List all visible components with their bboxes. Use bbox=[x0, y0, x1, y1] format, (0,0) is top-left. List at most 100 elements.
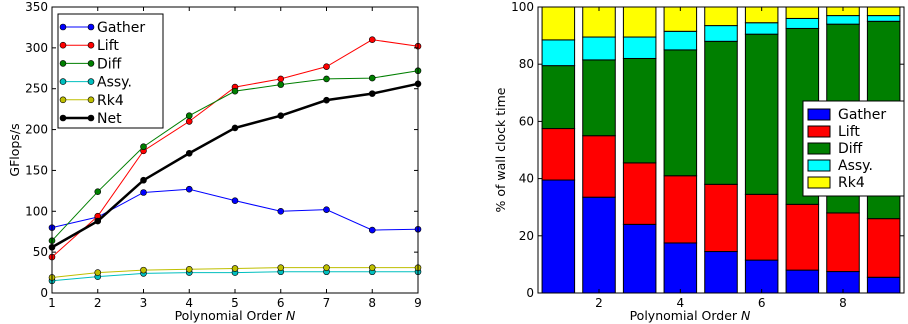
bar-segment-gather bbox=[866, 276, 901, 294]
bar-segment-assy bbox=[866, 15, 901, 22]
line-chart-y-tick-label: 150 bbox=[25, 163, 48, 177]
bar-segment-lift bbox=[622, 162, 657, 225]
legend-marker-diff bbox=[59, 60, 67, 67]
legend-label-diff: Diff bbox=[838, 141, 863, 157]
stacked-bar-chart-x-tick-label: 6 bbox=[758, 296, 766, 310]
series-lift bbox=[48, 36, 422, 261]
line-chart-x-tick-label: 9 bbox=[414, 296, 422, 310]
legend-label-assy: Assy. bbox=[97, 75, 132, 91]
bar-segment-lift bbox=[866, 218, 901, 278]
data-point-gather bbox=[140, 189, 147, 196]
stacked-bar-chart-x-tick-label: 4 bbox=[677, 296, 685, 310]
legend-swatch-diff bbox=[807, 142, 831, 155]
bar-segment-assy bbox=[785, 17, 820, 29]
data-point-gather bbox=[185, 185, 193, 193]
data-point-lift bbox=[323, 63, 330, 70]
legend-swatch-lift bbox=[807, 125, 831, 138]
bar-segment-rk4 bbox=[622, 6, 657, 38]
data-point-rk4 bbox=[231, 265, 239, 272]
data-point-rk4 bbox=[323, 264, 330, 271]
bar-segment-rk4 bbox=[663, 6, 698, 32]
bar-segment-lift bbox=[785, 203, 820, 271]
bar-segment-lift bbox=[582, 135, 616, 198]
legend-marker-assy bbox=[59, 78, 67, 85]
data-point-net bbox=[368, 90, 376, 97]
data-point-lift bbox=[185, 118, 193, 125]
data-point-net bbox=[277, 112, 285, 119]
data-point-net bbox=[140, 176, 147, 184]
legend-marker-lift bbox=[87, 41, 95, 49]
bar-segment-assy bbox=[541, 39, 576, 67]
stacked-bar-chart-x-tick-label: 2 bbox=[595, 296, 603, 310]
bar-segment-lift bbox=[541, 128, 576, 181]
line-chart-y-tick-label: 50 bbox=[33, 245, 48, 259]
legend-label-assy: Assy. bbox=[838, 158, 873, 174]
line-chart-x-tick-label: 2 bbox=[94, 296, 102, 310]
bar-segment-lift bbox=[704, 183, 738, 253]
legend-label-diff: Diff bbox=[97, 56, 122, 72]
bar-segment-assy bbox=[582, 36, 616, 61]
data-point-diff bbox=[277, 81, 285, 88]
bar-segment-assy bbox=[663, 30, 698, 51]
line-chart-x-tick-label: 8 bbox=[368, 296, 376, 310]
data-point-rk4 bbox=[185, 266, 193, 273]
legend-marker-net bbox=[59, 114, 67, 122]
series-gather bbox=[48, 185, 422, 234]
legend-label-lift: Lift bbox=[838, 124, 860, 140]
bar-segment-gather bbox=[663, 242, 698, 294]
line-chart-ticks: 1 2 3 4 5 6 7 8 9 0 50 100 150 200 250 300 350 bbox=[25, 0, 422, 310]
bar-segment-gather bbox=[704, 251, 738, 294]
stacked-bar-chart-y-tick-label: 0 bbox=[526, 286, 534, 300]
data-point-diff bbox=[231, 87, 239, 95]
bar-segment-assy bbox=[744, 22, 779, 35]
data-point-rk4 bbox=[277, 264, 285, 271]
bar-segment-gather bbox=[785, 269, 820, 294]
data-point-net bbox=[231, 124, 239, 132]
line-chart-y-tick-label: 0 bbox=[40, 286, 48, 300]
data-point-diff bbox=[323, 75, 330, 83]
data-point-diff bbox=[140, 143, 147, 151]
legend-label-gather: Gather bbox=[97, 20, 145, 36]
data-point-diff bbox=[94, 188, 102, 195]
bar-segment-rk4 bbox=[582, 6, 616, 38]
bar-segment-rk4 bbox=[785, 6, 820, 19]
legend-label-rk4: Rk4 bbox=[97, 93, 124, 109]
data-point-rk4 bbox=[94, 269, 102, 276]
line-chart-y-tick-label: 300 bbox=[25, 41, 48, 55]
stacked-bar-chart-y-tick-label: 100 bbox=[511, 0, 534, 14]
data-point-gather bbox=[323, 206, 330, 213]
stacked-bar-chart-x-tick-label: 8 bbox=[839, 296, 847, 310]
line-chart-x-tick-label: 6 bbox=[277, 296, 285, 310]
legend-label-rk4: Rk4 bbox=[838, 175, 865, 191]
stacked-bar-chart-x-axis-label: Polynomial Order N bbox=[630, 308, 751, 323]
line-chart-y-tick-label: 250 bbox=[25, 82, 48, 96]
legend-marker-diff bbox=[87, 60, 95, 67]
legend-marker-gather bbox=[59, 23, 67, 31]
series-line-gather bbox=[51, 188, 419, 231]
data-point-gather bbox=[231, 197, 239, 204]
bar-segment-rk4 bbox=[541, 6, 576, 41]
legend-marker-lift bbox=[59, 41, 67, 49]
legend-marker-rk4 bbox=[87, 96, 95, 104]
bar-segment-diff bbox=[541, 65, 576, 130]
bar-segment-diff bbox=[744, 33, 779, 195]
line-chart-x-tick-label: 5 bbox=[231, 296, 239, 310]
legend-marker-net bbox=[87, 114, 95, 122]
stacked-bar-chart-y-tick-label: 40 bbox=[519, 172, 534, 186]
line-chart-x-tick-label: 3 bbox=[140, 296, 148, 310]
bar-segment-rk4 bbox=[704, 6, 738, 27]
bar-segment-diff bbox=[622, 57, 657, 164]
bar-segment-rk4 bbox=[866, 6, 901, 17]
legend-label-net: Net bbox=[97, 111, 122, 127]
line-chart-x-tick-label: 1 bbox=[48, 296, 56, 310]
legend-swatch-rk4 bbox=[807, 176, 831, 189]
legend-marker-rk4 bbox=[59, 96, 67, 104]
line-chart-legend-box bbox=[57, 13, 164, 129]
stacked-bar-chart-y-tick-label: 80 bbox=[519, 57, 534, 71]
line-chart-x-axis-label: Polynomial Order N bbox=[175, 308, 296, 323]
bar-segment-assy bbox=[826, 15, 860, 25]
